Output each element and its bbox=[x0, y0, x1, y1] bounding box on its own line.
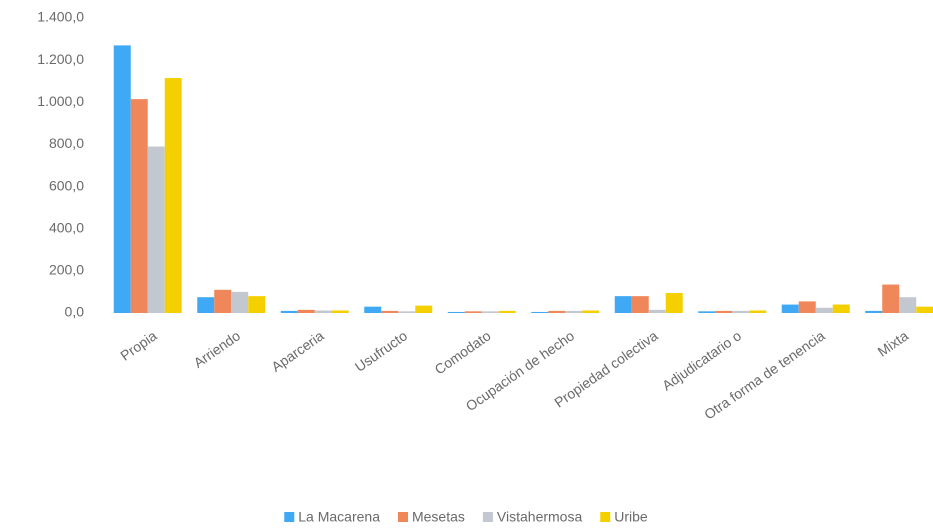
bar bbox=[715, 310, 733, 313]
legend-label: La Macarena bbox=[298, 509, 380, 525]
bar bbox=[732, 310, 750, 313]
bar bbox=[197, 297, 215, 313]
bar bbox=[130, 99, 148, 313]
x-tick-label: Usufructo bbox=[352, 327, 410, 375]
bar bbox=[531, 311, 549, 313]
bar bbox=[832, 304, 850, 313]
bar bbox=[781, 304, 799, 313]
bar bbox=[798, 301, 816, 313]
y-tick-label: 800,0 bbox=[49, 135, 84, 151]
bar bbox=[582, 310, 600, 313]
bar bbox=[498, 310, 516, 313]
x-tick-label: Mixta bbox=[875, 327, 912, 359]
bar bbox=[314, 310, 332, 313]
x-tick-label: Adjudicatario o bbox=[659, 327, 744, 393]
legend-swatch bbox=[397, 512, 408, 522]
bar bbox=[447, 311, 465, 313]
y-tick-label: 600,0 bbox=[49, 177, 84, 193]
bar bbox=[248, 296, 266, 313]
y-tick-label: 0,0 bbox=[65, 304, 85, 320]
bar bbox=[364, 306, 382, 313]
bar bbox=[381, 310, 399, 313]
bar bbox=[565, 310, 583, 313]
bar bbox=[113, 45, 131, 314]
bar bbox=[280, 310, 298, 313]
legend-label: Mesetas bbox=[412, 509, 465, 525]
bar bbox=[297, 309, 315, 313]
bar bbox=[648, 309, 666, 313]
y-tick-label: 1.400,0 bbox=[37, 9, 84, 25]
bar bbox=[464, 311, 482, 313]
y-tick-label: 400,0 bbox=[49, 219, 84, 235]
legend-swatch bbox=[284, 512, 295, 522]
bar bbox=[815, 307, 833, 313]
bar bbox=[231, 291, 249, 313]
x-tick-label: Propia bbox=[117, 327, 160, 363]
x-tick-label: Comodato bbox=[432, 327, 494, 377]
bar bbox=[548, 310, 566, 313]
bar bbox=[164, 78, 182, 313]
y-tick-label: 1.000,0 bbox=[37, 93, 84, 109]
x-tick-label: Aparceria bbox=[268, 327, 326, 375]
bar bbox=[147, 146, 165, 313]
legend-swatch bbox=[600, 512, 611, 522]
legend-label: Vistahermosa bbox=[497, 509, 583, 525]
bar bbox=[631, 296, 649, 313]
y-tick-label: 1.200,0 bbox=[37, 51, 84, 67]
legend-label: Uribe bbox=[614, 509, 648, 525]
bar bbox=[698, 311, 716, 313]
bar bbox=[916, 306, 933, 313]
bar bbox=[214, 289, 232, 313]
y-tick-label: 200,0 bbox=[49, 262, 84, 278]
bar bbox=[882, 284, 900, 313]
bar bbox=[415, 305, 433, 313]
bar bbox=[331, 310, 349, 313]
legend-swatch bbox=[482, 512, 493, 522]
bar bbox=[614, 296, 632, 313]
bar bbox=[865, 310, 883, 313]
bar bbox=[665, 292, 683, 313]
x-tick-label: Arriendo bbox=[191, 327, 244, 371]
bar bbox=[899, 297, 917, 313]
bar bbox=[398, 311, 416, 313]
bar bbox=[481, 311, 499, 313]
bar bbox=[749, 310, 767, 313]
